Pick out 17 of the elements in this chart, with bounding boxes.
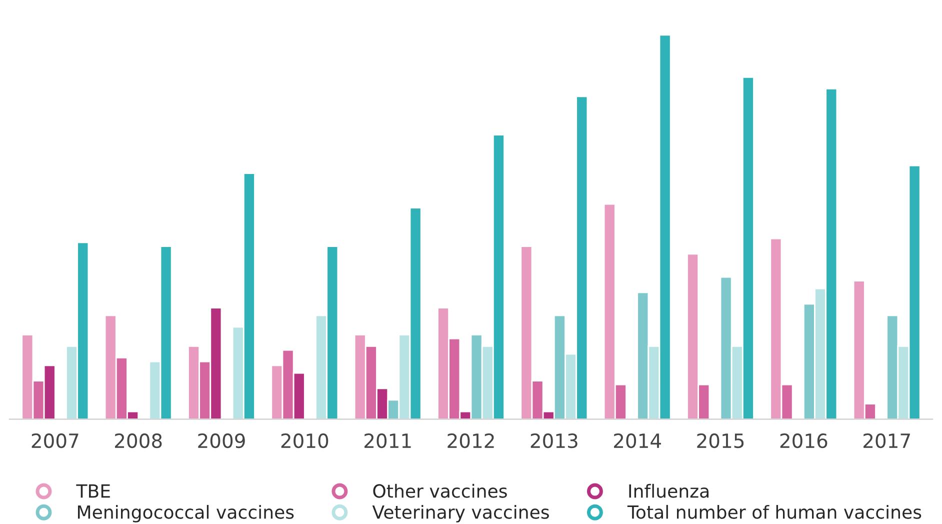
legend-label: Veterinary vaccines [372, 504, 549, 522]
legend-label: Total number of human vaccines [627, 504, 922, 519]
x-tick-label: 2009 [198, 433, 245, 448]
legend-label: Meningococcal vaccines [78, 504, 294, 522]
x-tick-label: 2008 [115, 433, 162, 448]
x-tick-label: 2013 [530, 433, 578, 448]
x-tick-label: 2012 [448, 433, 494, 448]
x-tick-label: 2016 [780, 433, 828, 448]
x-tick-label: 2007 [32, 433, 78, 448]
legend-label: TBE [76, 484, 110, 498]
legend-label: Other vaccines [373, 484, 507, 498]
x-tick-label: 2017 [864, 433, 910, 448]
x-tick-label: 2010 [281, 433, 328, 448]
x-tick-label: 2014 [614, 433, 661, 448]
x-tick-label: 2015 [697, 433, 744, 448]
legend-label: Influenza [629, 484, 708, 498]
x-tick-label: 2011 [364, 433, 411, 448]
